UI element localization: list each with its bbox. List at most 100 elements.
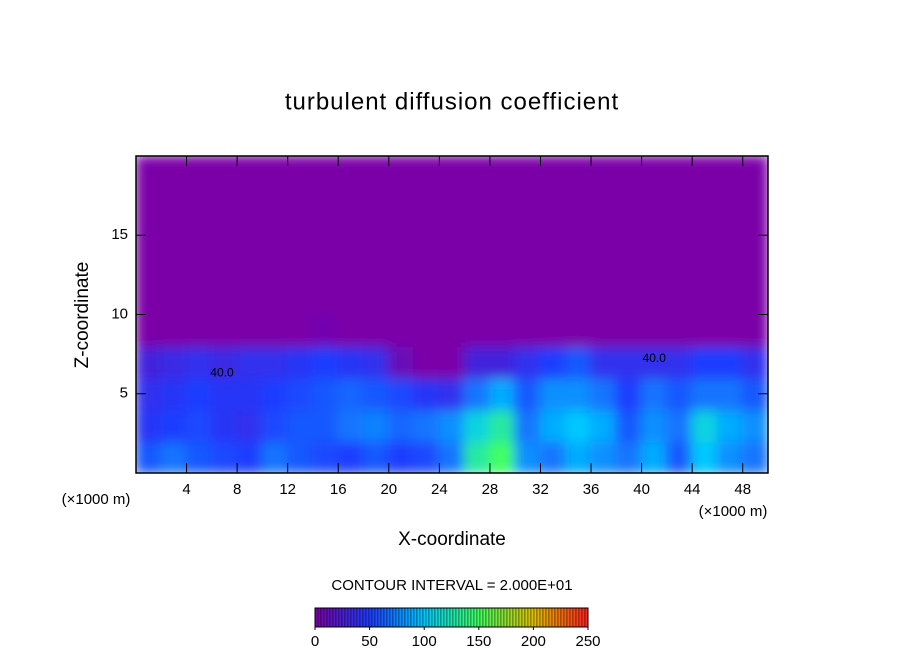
cell bbox=[311, 440, 340, 473]
colorbar-swatch bbox=[326, 607, 331, 628]
cell bbox=[286, 345, 314, 379]
colorbar-swatch bbox=[455, 607, 460, 628]
colorbar-swatch bbox=[449, 607, 454, 628]
cell bbox=[716, 440, 744, 473]
colorbar-swatch bbox=[389, 607, 394, 628]
cell bbox=[387, 218, 416, 253]
x-tick-label: 44 bbox=[684, 481, 701, 498]
cell bbox=[590, 345, 618, 379]
colorbar-swatch bbox=[350, 607, 355, 628]
cell bbox=[640, 376, 668, 411]
colorbar-swatch bbox=[329, 607, 334, 628]
cell bbox=[160, 345, 188, 379]
cell bbox=[488, 440, 517, 473]
colorbar-swatch bbox=[515, 607, 520, 628]
cell bbox=[463, 186, 491, 221]
cell bbox=[413, 218, 441, 253]
cell bbox=[413, 156, 441, 189]
colorbar-swatch bbox=[563, 607, 568, 628]
colorbar-swatch bbox=[371, 607, 376, 628]
colorbar-swatch bbox=[428, 607, 433, 628]
colorbar-swatch bbox=[359, 607, 364, 628]
colorbar-swatch bbox=[536, 607, 541, 628]
colorbar-swatch bbox=[413, 607, 418, 628]
cell bbox=[337, 250, 365, 284]
cell bbox=[488, 250, 517, 284]
cell bbox=[362, 313, 390, 348]
cell bbox=[185, 250, 213, 284]
cell bbox=[539, 218, 567, 253]
colorbar-swatch bbox=[572, 607, 577, 628]
colorbar-swatch bbox=[437, 607, 442, 628]
cell bbox=[488, 313, 517, 348]
colorbar-swatch bbox=[422, 607, 427, 628]
cell bbox=[185, 440, 213, 473]
colorbar-swatch bbox=[464, 607, 469, 628]
cell bbox=[590, 218, 618, 253]
cell bbox=[261, 186, 289, 221]
cell bbox=[564, 250, 593, 284]
cell bbox=[261, 376, 289, 411]
colorbar-tick-label: 0 bbox=[311, 633, 319, 650]
cell bbox=[185, 281, 213, 316]
cell bbox=[311, 408, 340, 443]
cell bbox=[716, 345, 744, 379]
cell bbox=[387, 281, 416, 316]
cell bbox=[741, 313, 768, 348]
cell bbox=[438, 218, 466, 253]
cell bbox=[413, 250, 441, 284]
cell bbox=[741, 440, 768, 473]
cell bbox=[488, 376, 517, 411]
cell bbox=[261, 440, 289, 473]
colorbar-swatch bbox=[521, 607, 526, 628]
cell bbox=[463, 440, 491, 473]
cell bbox=[463, 376, 491, 411]
cell bbox=[488, 345, 517, 379]
colorbar-swatch bbox=[458, 607, 463, 628]
cell bbox=[716, 313, 744, 348]
colorbar-swatch bbox=[530, 607, 535, 628]
colorbar-swatch bbox=[482, 607, 487, 628]
colorbar-swatch bbox=[395, 607, 400, 628]
cell bbox=[337, 313, 365, 348]
cell bbox=[413, 313, 441, 348]
cell bbox=[716, 156, 744, 189]
cell bbox=[514, 156, 542, 189]
cell bbox=[640, 345, 668, 379]
cell bbox=[741, 408, 768, 443]
cell bbox=[160, 186, 188, 221]
colorbar-swatch bbox=[377, 607, 382, 628]
colorbar-swatch bbox=[575, 607, 580, 628]
cell bbox=[615, 313, 643, 348]
x-tick-label: 4 bbox=[182, 481, 190, 498]
contour-interval: CONTOUR INTERVAL = 2.000E+01 bbox=[331, 577, 572, 594]
x-tick-label: 24 bbox=[431, 481, 448, 498]
cell bbox=[488, 408, 517, 443]
colorbar-swatch bbox=[560, 607, 565, 628]
colorbar-swatch bbox=[461, 607, 466, 628]
cell bbox=[286, 408, 314, 443]
cell bbox=[741, 345, 768, 379]
x-tick-label: 32 bbox=[532, 481, 549, 498]
colorbar-swatch bbox=[356, 607, 361, 628]
colorbar-swatch bbox=[485, 607, 490, 628]
x-unit-label: (×1000 m) bbox=[699, 503, 768, 520]
cell bbox=[362, 156, 390, 189]
cell bbox=[463, 156, 491, 189]
colorbar-swatch bbox=[557, 607, 562, 628]
colorbar-swatch bbox=[401, 607, 406, 628]
colorbar-swatch bbox=[554, 607, 559, 628]
cell bbox=[387, 156, 416, 189]
colorbar-swatch bbox=[497, 607, 502, 628]
cell bbox=[185, 313, 213, 348]
cell bbox=[665, 218, 694, 253]
cell bbox=[160, 250, 188, 284]
cell bbox=[438, 156, 466, 189]
colorbar-swatch bbox=[341, 607, 346, 628]
cell bbox=[615, 345, 643, 379]
cell bbox=[160, 313, 188, 348]
x-tick-label: 36 bbox=[583, 481, 600, 498]
cell bbox=[136, 250, 163, 284]
colorbar-swatch bbox=[332, 607, 337, 628]
cell bbox=[362, 218, 390, 253]
